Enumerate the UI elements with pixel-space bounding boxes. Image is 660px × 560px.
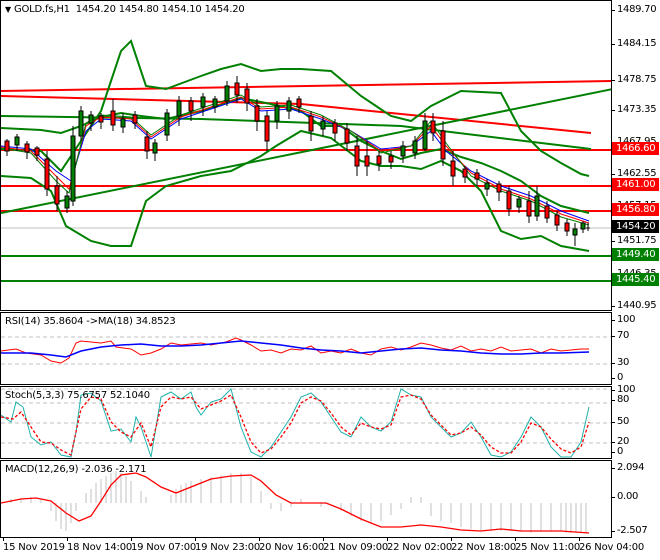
- stoch-tick: 80: [610, 394, 629, 406]
- macd-canvas: [1, 471, 590, 534]
- stochastic-title: Stoch(5,3,3) 75.6757 52.1040: [5, 390, 150, 401]
- price-tick: 1462.55: [610, 168, 657, 180]
- time-tick: [131, 537, 132, 541]
- stoch-tick: 0: [610, 446, 623, 458]
- macd-axis: 2.094 0.00 -2.507: [610, 460, 660, 538]
- current-price-tag: 1454.20: [612, 220, 659, 233]
- price-chart-canvas: [1, 39, 611, 282]
- stochastic-axis: 100 80 50 20 0: [610, 384, 660, 459]
- price-axis[interactable]: 1489.70 1484.15 1478.75 1473.35 1467.95 …: [610, 0, 660, 312]
- time-label: 20 Nov 16:00: [259, 542, 325, 553]
- stochastic-canvas: [1, 388, 611, 458]
- macd-tick: 0.00: [610, 491, 638, 503]
- macd-panel[interactable]: MACD(12,26,9) -2.036 -2.171: [0, 460, 612, 538]
- time-label: 19 Nov 23:00: [195, 542, 261, 553]
- rsi-panel[interactable]: RSI(14) 35.8604 ->MA(18) 34.8523: [0, 312, 612, 385]
- stochastic-panel[interactable]: Stoch(5,3,3) 75.6757 52.1040: [0, 386, 612, 459]
- ohlc-values: 1454.20 1454.80 1454.10 1454.20: [75, 4, 245, 15]
- stoch-tick: 50: [610, 416, 629, 428]
- time-label: 22 Nov 02:00: [387, 542, 453, 553]
- price-tick: 1473.35: [610, 104, 657, 116]
- time-label: 19 Nov 07:00: [131, 542, 197, 553]
- time-tick: [387, 537, 388, 541]
- price-tick: 1484.15: [610, 38, 657, 50]
- symbol-label: GOLD.fs,H1: [13, 4, 70, 15]
- price-tick: 1440.95: [610, 300, 657, 312]
- time-tick: [579, 537, 580, 541]
- rsi-canvas: [1, 336, 611, 365]
- time-tick: [451, 537, 452, 541]
- rsi-title: RSI(14) 35.8604 ->MA(18) 34.8523: [5, 316, 176, 327]
- rsi-tick: 30: [610, 357, 629, 369]
- resistance-level-tag: 1466.60: [612, 142, 659, 155]
- rsi-tick: 100: [610, 314, 635, 326]
- macd-tick: 2.094: [610, 462, 644, 474]
- time-label: 21 Nov 09:00: [323, 542, 389, 553]
- time-label: 26 Nov 04:00: [579, 542, 645, 553]
- time-tick: [259, 537, 260, 541]
- rsi-tick: 0: [610, 372, 623, 384]
- time-tick: [515, 537, 516, 541]
- price-tick: 1478.75: [610, 74, 657, 86]
- stoch-tick: 100: [610, 384, 635, 396]
- resistance-level-tag: 1456.80: [612, 203, 659, 216]
- candles: [4, 76, 590, 246]
- support-level-tag: 1445.40: [612, 273, 659, 286]
- time-tick: [195, 537, 196, 541]
- time-label: 18 Nov 14:00: [67, 542, 133, 553]
- stoch-tick: 20: [610, 436, 629, 448]
- price-tick: 1489.70: [610, 4, 657, 16]
- time-label: 25 Nov 11:00: [515, 542, 581, 553]
- triangle-down-icon[interactable]: ▼: [5, 5, 11, 14]
- price-tick: 1451.75: [610, 235, 657, 247]
- symbol-header: ▼ GOLD.fs,H1 1454.20 1454.80 1454.10 145…: [5, 4, 245, 15]
- support-level-tag: 1449.40: [612, 248, 659, 261]
- time-tick: [67, 537, 68, 541]
- macd-title: MACD(12,26,9) -2.036 -2.171: [5, 464, 147, 475]
- price-chart-panel[interactable]: ▼ GOLD.fs,H1 1454.20 1454.80 1454.10 145…: [0, 0, 612, 311]
- time-label: 15 Nov 2019: [3, 542, 65, 553]
- time-tick: [3, 537, 4, 541]
- rsi-tick: 70: [610, 330, 629, 342]
- time-tick: [323, 537, 324, 541]
- time-label: 22 Nov 18:00: [451, 542, 517, 553]
- resistance-level-tag: 1461.00: [612, 178, 659, 191]
- rsi-axis: 100 70 30 0: [610, 312, 660, 385]
- macd-tick: -2.507: [610, 525, 648, 537]
